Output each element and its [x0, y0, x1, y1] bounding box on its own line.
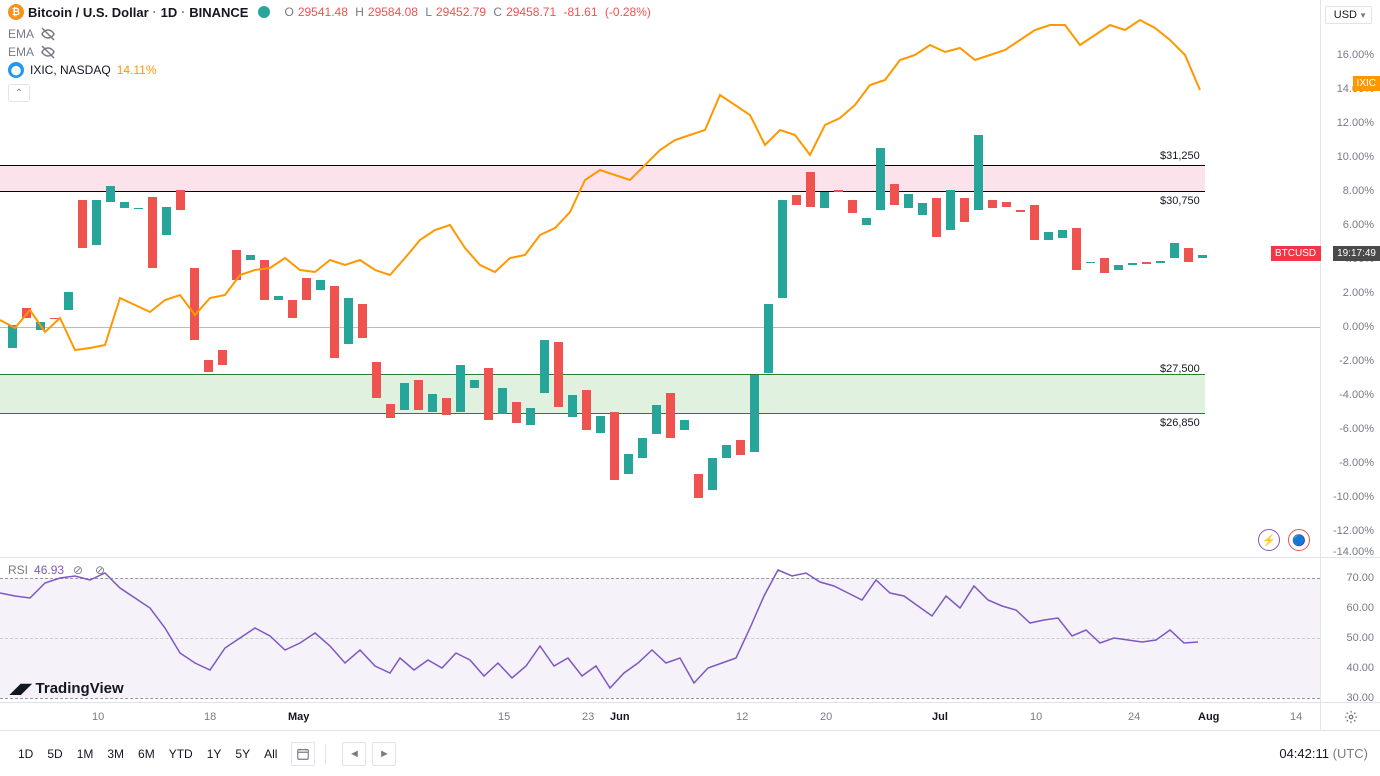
- range-5Y[interactable]: 5Y: [229, 743, 256, 765]
- rsi-line: [0, 558, 1320, 703]
- main-chart-area[interactable]: $31,250 $30,750 $27,500 $26,850 ⚡ 🔵: [0, 0, 1320, 557]
- alert-button[interactable]: ⚡: [1258, 529, 1280, 551]
- range-1Y[interactable]: 1Y: [201, 743, 228, 765]
- calendar-icon[interactable]: [291, 742, 315, 766]
- price-axis[interactable]: 16.00%14.00%12.00%10.00%8.00%6.00%4.00%2…: [1320, 0, 1380, 557]
- range-YTD[interactable]: YTD: [163, 743, 199, 765]
- range-6M[interactable]: 6M: [132, 743, 161, 765]
- rsi-axis[interactable]: 70.0060.0050.0040.0030.00: [1320, 557, 1380, 702]
- range-1D[interactable]: 1D: [12, 743, 39, 765]
- range-1M[interactable]: 1M: [71, 743, 100, 765]
- range-All[interactable]: All: [258, 743, 283, 765]
- market-button[interactable]: 🔵: [1288, 529, 1310, 551]
- nav-left-icon[interactable]: ◄: [342, 742, 366, 766]
- range-3M[interactable]: 3M: [101, 743, 130, 765]
- bottom-toolbar: 1D5D1M3M6MYTD1Y5YAll ◄ ► 04:42:11 (UTC): [0, 730, 1380, 776]
- tradingview-watermark[interactable]: ◢◤TradingView: [10, 680, 124, 697]
- range-selector: 1D5D1M3M6MYTD1Y5YAll: [12, 743, 285, 765]
- gear-icon[interactable]: [1344, 710, 1358, 724]
- nav-right-icon[interactable]: ►: [372, 742, 396, 766]
- time-axis-settings[interactable]: [1320, 702, 1380, 730]
- rsi-panel[interactable]: RSI 46.93 ⊘ ⊘: [0, 557, 1320, 702]
- range-5D[interactable]: 5D: [41, 743, 68, 765]
- clock-display[interactable]: 04:42:11 (UTC): [1279, 746, 1368, 761]
- time-axis[interactable]: 1018May1523Jun1220Jul1024Aug14: [0, 702, 1320, 730]
- ixic-line: [0, 0, 1205, 557]
